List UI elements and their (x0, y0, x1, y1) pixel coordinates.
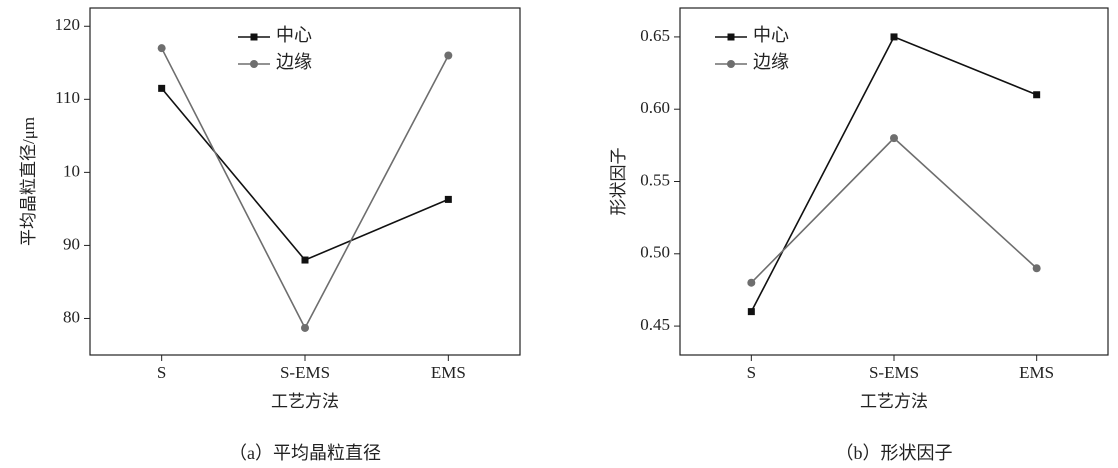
data-point (747, 308, 755, 316)
legend-label: 中心 (276, 25, 312, 45)
data-point (158, 84, 166, 92)
x-axis-label: 工艺方法 (860, 392, 928, 411)
legend-marker (250, 60, 258, 68)
y-tick-label: 0.60 (640, 98, 670, 117)
y-tick-label: 0.55 (640, 170, 670, 189)
legend-label: 中心 (753, 25, 789, 45)
caption: （b）形状因子 (836, 443, 953, 463)
y-tick-label: 10 (63, 161, 80, 180)
legend-label: 边缘 (276, 52, 312, 72)
legend-marker (727, 33, 735, 41)
y-tick-label: 0.65 (640, 26, 670, 45)
x-tick-label: EMS (1019, 363, 1054, 382)
x-tick-label: S-EMS (869, 363, 919, 382)
x-tick-label: S-EMS (280, 363, 330, 382)
y-tick-label: 80 (63, 307, 80, 326)
data-point (1032, 264, 1041, 273)
y-tick-label: 0.50 (640, 243, 670, 262)
series-line (750, 137, 1038, 284)
y-tick-label: 110 (55, 88, 80, 107)
series-line (160, 47, 450, 330)
data-point (301, 256, 309, 264)
data-point (444, 195, 452, 203)
legend-label: 边缘 (753, 52, 789, 72)
legend-marker (250, 33, 258, 41)
caption: （a）平均晶粒直径 (229, 443, 381, 463)
y-axis-label: 平均晶粒直径/μm (19, 117, 38, 246)
x-axis-label: 工艺方法 (271, 392, 339, 411)
data-point (1033, 91, 1041, 99)
data-point (890, 33, 898, 41)
data-point (747, 278, 756, 287)
x-tick-label: EMS (431, 363, 466, 382)
legend-marker (727, 60, 735, 68)
plot-frame (679, 7, 1109, 356)
data-point (301, 323, 309, 332)
data-point (157, 44, 166, 53)
y-axis-label: 形状因子 (609, 148, 628, 216)
data-point (890, 134, 898, 143)
x-tick-label: S (157, 363, 166, 382)
y-tick-label: 90 (63, 234, 80, 253)
x-tick-label: S (747, 363, 756, 382)
data-point (444, 51, 453, 60)
series-line (161, 87, 449, 261)
series-line (750, 35, 1037, 312)
y-tick-label: 0.45 (640, 315, 670, 334)
y-tick-label: 120 (55, 15, 81, 34)
